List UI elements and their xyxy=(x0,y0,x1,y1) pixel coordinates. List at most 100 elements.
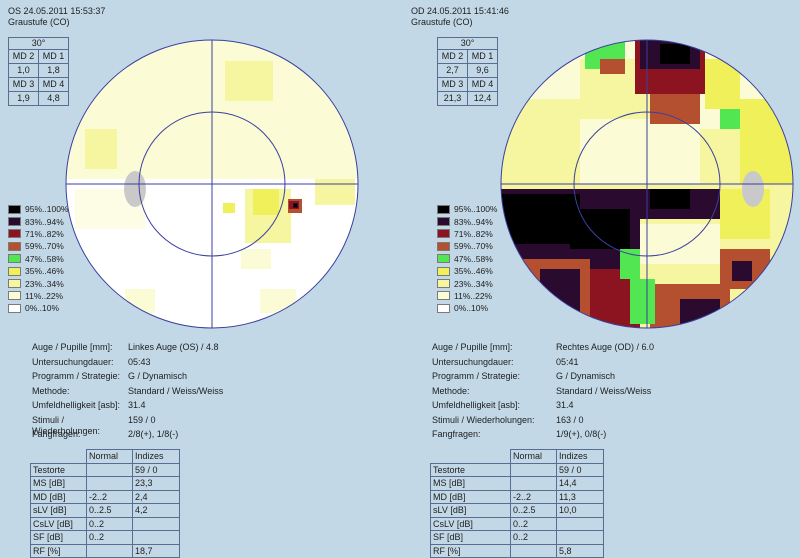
right-header: OD 24.05.2011 15:41:46 Graustufe (CO) xyxy=(411,6,509,28)
right-header-line2: Graustufe (CO) xyxy=(411,17,473,27)
info-value: Linkes Auge (OS) / 4.8 xyxy=(128,342,219,352)
md-title: 30° xyxy=(8,37,69,50)
idx-normal xyxy=(86,462,133,477)
legend-label: 11%..22% xyxy=(25,290,64,301)
legend-label: 71%..82% xyxy=(454,228,493,239)
info-key: Methode: xyxy=(432,385,470,396)
info-key: Programm / Strategie: xyxy=(32,371,121,381)
info-value: 05:41 xyxy=(556,356,579,367)
idx-value: 23,3 xyxy=(132,476,180,491)
legend-item: 23%..34% xyxy=(437,277,497,289)
legend-swatch xyxy=(437,229,450,239)
md-value: 1,0 xyxy=(8,63,39,78)
info-value: G / Dynamisch xyxy=(128,371,188,381)
right-exam-info: Auge / Pupille [mm]: Rechtes Auge (OD) / … xyxy=(432,342,654,444)
left-exam-info: Auge / Pupille [mm]: Linkes Auge (OS) / 4… xyxy=(32,342,223,444)
legend-item: 83%..94% xyxy=(8,215,68,227)
legend-swatch xyxy=(437,303,450,313)
left-legend: 95%..100% 83%..94% 71%..82% 59%..70% 47%..58… xyxy=(8,203,68,315)
info-value: 31.4 xyxy=(556,400,574,410)
info-value: 163 / 0 xyxy=(556,414,584,425)
md-label: MD 1 xyxy=(38,49,69,64)
idx-normal xyxy=(510,543,557,558)
legend-label: 71%..82% xyxy=(25,228,64,239)
legend-item: 0%..10% xyxy=(8,302,68,314)
info-value: 05:43 xyxy=(128,356,151,367)
info-value: G / Dynamisch xyxy=(556,371,616,381)
idx-label: MD [dB] xyxy=(30,489,87,504)
legend-item: 83%..94% xyxy=(437,215,497,227)
idx-value: 2,4 xyxy=(132,489,180,504)
idx-normal: -2..2 xyxy=(510,489,557,504)
idx-label: Testorte xyxy=(430,462,511,477)
idx-label: MS [dB] xyxy=(430,476,511,491)
info-value: 2/8(+), 1/8(-) xyxy=(128,429,179,439)
idx-header: Normal xyxy=(86,449,133,464)
md-value: 4,8 xyxy=(38,91,69,106)
info-value: Standard / Weiss/Weiss xyxy=(556,385,652,396)
idx-label: CsLV [dB] xyxy=(30,516,87,531)
legend-label: 95%..100% xyxy=(25,204,69,215)
idx-label: MD [dB] xyxy=(430,489,511,504)
md-label: MD 3 xyxy=(8,77,39,92)
idx-header: Normal xyxy=(510,449,557,464)
left-indices-table: Normal Indizes Testorte 59 / 0 MS [dB] 23,… xyxy=(30,449,180,558)
idx-value xyxy=(132,530,180,545)
legend-swatch xyxy=(8,279,21,289)
left-visual-field-plot xyxy=(65,39,359,329)
legend-label: 35%..46% xyxy=(454,266,493,277)
idx-value: 59 / 0 xyxy=(132,462,180,477)
idx-header xyxy=(31,450,87,464)
info-value: 1/9(+), 0/8(-) xyxy=(556,429,607,439)
idx-normal xyxy=(86,476,133,491)
idx-value: 10,0 xyxy=(556,503,604,518)
idx-header: Indizes xyxy=(556,449,604,464)
idx-normal: 0..2.5 xyxy=(86,503,133,518)
idx-normal xyxy=(510,462,557,477)
md-label: MD 4 xyxy=(38,77,69,92)
idx-label: Testorte xyxy=(30,462,87,477)
info-key: Programm / Strategie: xyxy=(432,371,521,381)
idx-normal: 0..2 xyxy=(510,516,557,531)
md-label: MD 4 xyxy=(467,77,498,92)
legend-item: 47%..58% xyxy=(8,253,68,265)
legend-swatch xyxy=(437,279,450,289)
right-md-table: 30° MD 2 MD 1 2,7 9,6 MD 3 MD 4 21,3 12,… xyxy=(437,37,498,106)
left-header: OS 24.05.2011 15:53:37 Graustufe (CO) xyxy=(8,6,105,28)
legend-label: 47%..58% xyxy=(25,253,64,264)
md-value: 2,7 xyxy=(437,63,468,78)
idx-value: 59 / 0 xyxy=(556,462,604,477)
idx-value xyxy=(556,530,604,545)
legend-label: 59%..70% xyxy=(454,241,493,252)
info-value: 31.4 xyxy=(128,400,146,410)
info-key: Auge / Pupille [mm]: xyxy=(432,342,513,352)
info-key: Auge / Pupille [mm]: xyxy=(32,342,113,352)
left-md-table: 30° MD 2 MD 1 1,0 1,8 MD 3 MD 4 1,9 4,8 xyxy=(8,37,69,106)
right-header-line1: OD 24.05.2011 15:41:46 xyxy=(411,6,509,16)
legend-label: 47%..58% xyxy=(454,253,493,264)
legend-label: 23%..34% xyxy=(454,278,493,289)
legend-swatch xyxy=(8,229,21,239)
legend-label: 35%..46% xyxy=(25,266,64,277)
idx-label: SF [dB] xyxy=(430,530,511,545)
idx-normal: 0..2 xyxy=(510,530,557,545)
idx-normal xyxy=(86,543,133,558)
legend-item: 35%..46% xyxy=(8,265,68,277)
left-header-line2: Graustufe (CO) xyxy=(8,17,70,27)
idx-label: RF [%] xyxy=(30,543,87,558)
idx-header: Indizes xyxy=(132,449,180,464)
idx-value: 11,3 xyxy=(556,489,604,504)
md-value: 12,4 xyxy=(467,91,498,106)
md-value: 21,3 xyxy=(437,91,468,106)
legend-item: 95%..100% xyxy=(8,203,68,215)
idx-value xyxy=(132,516,180,531)
idx-normal: 0..2.5 xyxy=(510,503,557,518)
legend-swatch xyxy=(8,241,21,251)
info-value: 159 / 0 xyxy=(128,414,156,425)
idx-value: 18,7 xyxy=(132,543,180,558)
info-key: Untersuchungdauer: xyxy=(32,356,114,367)
md-label: MD 1 xyxy=(467,49,498,64)
info-key: Fangfragen: xyxy=(32,429,81,439)
md-label: MD 3 xyxy=(437,77,468,92)
idx-label: sLV [dB] xyxy=(430,503,511,518)
